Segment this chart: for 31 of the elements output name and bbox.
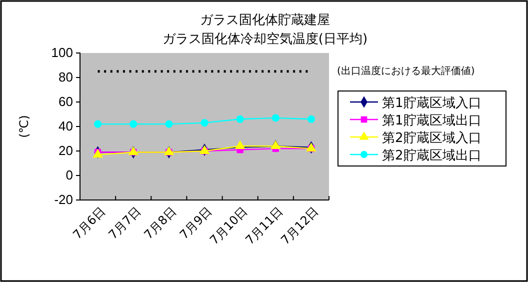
point bbox=[306, 142, 316, 152]
y-tick-label: 20 bbox=[58, 143, 73, 158]
legend-label: 第2貯蔵区域入口 bbox=[382, 131, 482, 146]
y-axis-title: (℃) bbox=[17, 115, 31, 138]
point bbox=[272, 114, 280, 122]
y-tick-label: 0 bbox=[66, 168, 73, 183]
point bbox=[234, 140, 246, 150]
y-tick-label: 100 bbox=[51, 45, 73, 60]
point bbox=[200, 119, 208, 127]
point bbox=[128, 146, 138, 156]
chart-title: ガラス固化体貯蔵建屋 bbox=[200, 13, 330, 28]
y-tick-label: 60 bbox=[58, 94, 73, 110]
x-tick-label: 7月7日 bbox=[106, 204, 144, 242]
point bbox=[164, 146, 174, 156]
legend-label: 第1貯蔵区域出口 bbox=[382, 114, 482, 128]
ref-line-label: (出口温度における最大評価値) bbox=[337, 65, 475, 77]
point bbox=[236, 115, 244, 123]
point bbox=[270, 140, 281, 150]
point bbox=[307, 115, 315, 123]
point bbox=[130, 120, 138, 128]
x-tick-label: 7月8日 bbox=[141, 204, 180, 242]
y-tick-label: 80 bbox=[58, 70, 73, 85]
point bbox=[199, 145, 210, 154]
point bbox=[165, 120, 173, 128]
chart-subtitle: ガラス固化体冷却空気温度(日平均) bbox=[162, 31, 368, 47]
y-tick-label: 40 bbox=[58, 118, 73, 134]
x-tick-label: 7月6日 bbox=[70, 204, 108, 242]
y-tick-label: -20 bbox=[54, 192, 73, 208]
point bbox=[94, 120, 102, 128]
legend-label: 第2貯蔵区域出口 bbox=[382, 148, 482, 164]
legend-label: 第1貯蔵区域入口 bbox=[382, 96, 482, 111]
